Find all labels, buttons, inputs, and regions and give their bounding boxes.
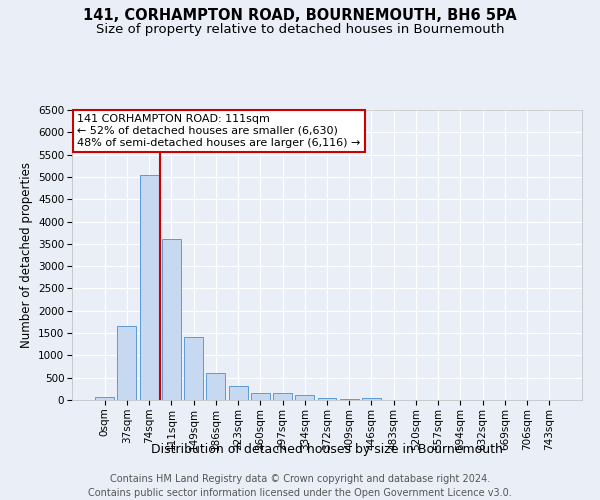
Bar <box>95 396 114 400</box>
Text: Contains HM Land Registry data © Crown copyright and database right 2024.
Contai: Contains HM Land Registry data © Crown c… <box>88 474 512 498</box>
Bar <box>206 373 225 400</box>
Bar <box>251 393 270 400</box>
Bar <box>362 398 381 400</box>
Y-axis label: Number of detached properties: Number of detached properties <box>20 162 32 348</box>
Bar <box>162 240 181 400</box>
Bar <box>184 336 203 400</box>
Bar <box>340 398 359 400</box>
Bar <box>229 386 248 400</box>
Bar <box>140 174 158 400</box>
Text: 141 CORHAMPTON ROAD: 111sqm
← 52% of detached houses are smaller (6,630)
48% of : 141 CORHAMPTON ROAD: 111sqm ← 52% of det… <box>77 114 361 148</box>
Text: Distribution of detached houses by size in Bournemouth: Distribution of detached houses by size … <box>151 442 503 456</box>
Bar <box>317 398 337 400</box>
Text: Size of property relative to detached houses in Bournemouth: Size of property relative to detached ho… <box>96 22 504 36</box>
Bar <box>273 394 292 400</box>
Bar <box>118 326 136 400</box>
Text: 141, CORHAMPTON ROAD, BOURNEMOUTH, BH6 5PA: 141, CORHAMPTON ROAD, BOURNEMOUTH, BH6 5… <box>83 8 517 22</box>
Bar <box>295 396 314 400</box>
